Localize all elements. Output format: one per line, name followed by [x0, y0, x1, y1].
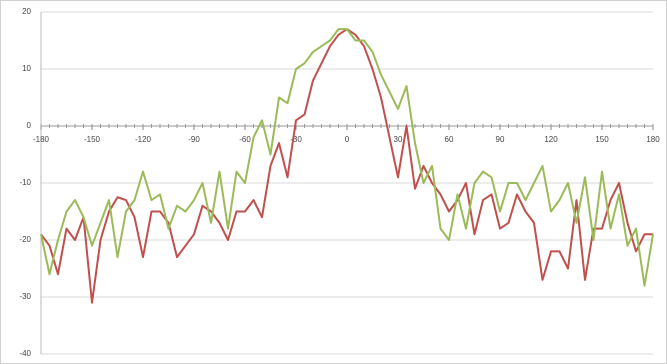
series-line: [40, 28, 654, 287]
y-tick-label: 10: [22, 64, 31, 73]
x-tick-label: 180: [646, 135, 660, 144]
y-tick-label: 20: [22, 7, 31, 16]
y-tick-label: -10: [19, 178, 31, 187]
x-tick-label: -90: [188, 135, 200, 144]
x-tick-label: -120: [135, 135, 152, 144]
y-tick-label: -30: [19, 292, 31, 301]
x-tick-label: 120: [544, 135, 558, 144]
y-tick-label: -40: [19, 349, 31, 358]
x-tick-label: 30: [394, 135, 403, 144]
x-tick-label: 60: [445, 135, 454, 144]
x-tick-label: -150: [84, 135, 101, 144]
x-tick-label: 150: [595, 135, 609, 144]
y-tick-label: 0: [27, 121, 32, 130]
x-tick-label: 0: [345, 135, 350, 144]
x-tick-label: -30: [290, 135, 302, 144]
x-tick-label: 90: [496, 135, 505, 144]
x-tick-label: -60: [239, 135, 251, 144]
x-tick-label: -180: [33, 135, 50, 144]
y-tick-label: -20: [19, 235, 31, 244]
